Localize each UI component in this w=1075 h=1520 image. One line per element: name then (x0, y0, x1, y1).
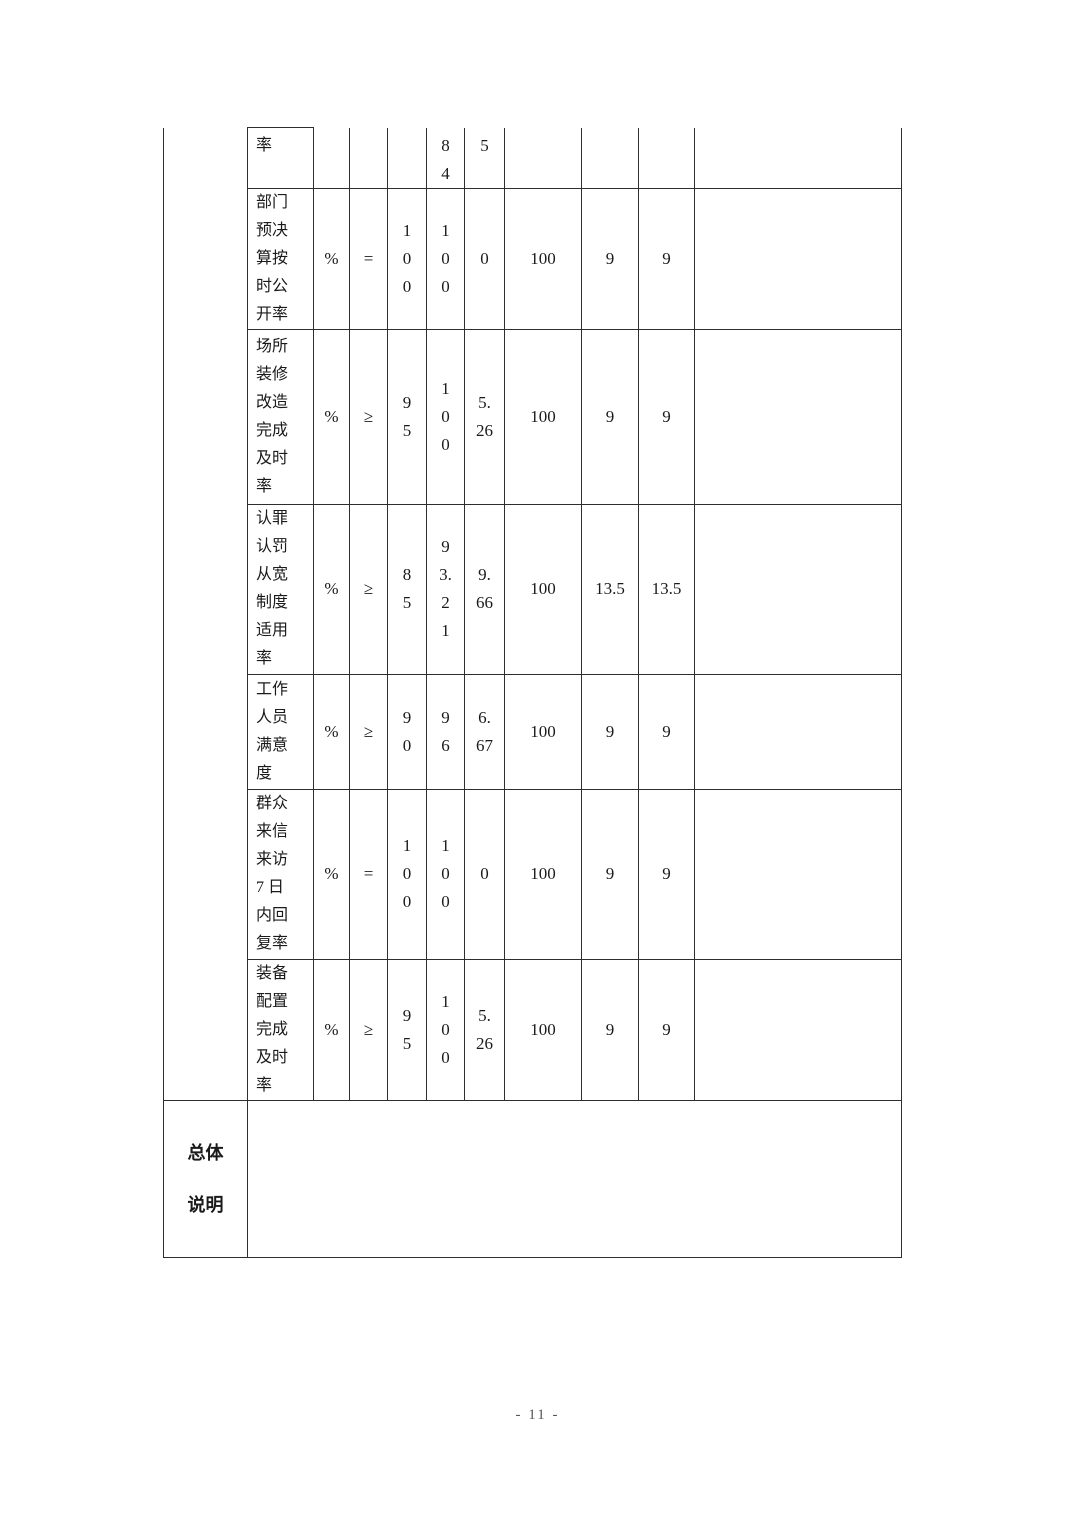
target-value-cell (387, 127, 427, 189)
comparator-cell (349, 127, 388, 189)
indicator-name-cell: 部门 预决 算按 时公 开率 (247, 187, 314, 330)
score-base-cell: 100 (504, 187, 582, 330)
table-row: 率 8 4 5 (163, 127, 902, 1101)
remark-cell (694, 788, 902, 960)
target-value-cell: 9 5 (387, 328, 427, 505)
actual-value-cell: 1 0 0 (426, 328, 465, 505)
table-row: 场所 装修 改造 完成 及时 率 % ≥ 9 5 1 0 0 5. 26 100… (164, 328, 902, 505)
remark-cell (694, 187, 902, 330)
score-cell: 9 (638, 673, 695, 790)
weight-cell: 9 (581, 788, 639, 960)
indicator-name-cell: 工作 人员 满意 度 (247, 673, 314, 790)
score-cell (638, 127, 695, 189)
weight-cell (581, 127, 639, 189)
score-cell: 9 (638, 788, 695, 960)
unit-cell: % (313, 788, 350, 960)
table-row: 装备 配置 完成 及时 率 % ≥ 9 5 1 0 0 5. 26 100 9 … (164, 958, 902, 1101)
deviation-cell: 6. 67 (464, 673, 505, 790)
table-row: 总体 说明 (163, 1099, 902, 1258)
score-base-cell (504, 127, 582, 189)
score-cell: 9 (638, 958, 695, 1101)
indicator-name-cell: 认罪 认罚 从宽 制度 适用 率 (247, 503, 314, 675)
comparator-cell: ≥ (349, 673, 388, 790)
unit-cell (313, 127, 350, 189)
score-base-cell: 100 (504, 958, 582, 1101)
remark-cell (694, 673, 902, 790)
indicator-name-cell: 率 (247, 127, 314, 189)
unit-cell: % (313, 328, 350, 505)
score-cell: 13.5 (638, 503, 695, 675)
deviation-cell: 0 (464, 187, 505, 330)
deviation-cell: 5 (464, 127, 505, 189)
deviation-cell: 5. 26 (464, 958, 505, 1101)
category-merged-cell (163, 127, 248, 1101)
remark-cell (694, 503, 902, 675)
table-row: 群众 来信 来访 7 日 内回 复率 % = 1 0 0 1 0 0 0 100… (164, 788, 902, 960)
score-base-cell: 100 (504, 673, 582, 790)
summary-label-cell: 总体 说明 (163, 1099, 248, 1258)
score-base-cell: 100 (504, 503, 582, 675)
remark-cell (694, 958, 902, 1101)
comparator-cell: = (349, 788, 388, 960)
unit-cell: % (313, 503, 350, 675)
indicator-name-cell: 装备 配置 完成 及时 率 (247, 958, 314, 1101)
score-base-cell: 100 (504, 328, 582, 505)
indicator-name-cell: 场所 装修 改造 完成 及时 率 (247, 328, 314, 505)
score-cell: 9 (638, 328, 695, 505)
performance-indicator-table: 率 8 4 5 部门 预决 算按 时公 开率 % = 1 0 0 1 0 0 0… (163, 127, 902, 1258)
actual-value-cell: 1 0 0 (426, 958, 465, 1101)
table-row: 认罪 认罚 从宽 制度 适用 率 % ≥ 8 5 9 3. 2 1 9. 66 … (164, 503, 902, 675)
target-value-cell: 9 5 (387, 958, 427, 1101)
actual-value-cell: 9 6 (426, 673, 465, 790)
indicator-name-cell: 群众 来信 来访 7 日 内回 复率 (247, 788, 314, 960)
actual-value-cell: 8 4 (426, 127, 465, 189)
weight-cell: 9 (581, 187, 639, 330)
weight-cell: 9 (581, 328, 639, 505)
weight-cell: 9 (581, 673, 639, 790)
actual-value-cell: 1 0 0 (426, 788, 465, 960)
comparator-cell: = (349, 187, 388, 330)
score-base-cell: 100 (504, 788, 582, 960)
summary-content-cell (247, 1099, 902, 1258)
deviation-cell: 0 (464, 788, 505, 960)
weight-cell: 9 (581, 958, 639, 1101)
actual-value-cell: 9 3. 2 1 (426, 503, 465, 675)
actual-value-cell: 1 0 0 (426, 187, 465, 330)
page-number: - 11 - (515, 1407, 560, 1423)
remark-cell (694, 127, 902, 189)
comparator-cell: ≥ (349, 503, 388, 675)
score-cell: 9 (638, 187, 695, 330)
unit-cell: % (313, 958, 350, 1101)
unit-cell: % (313, 673, 350, 790)
target-value-cell: 8 5 (387, 503, 427, 675)
deviation-cell: 5. 26 (464, 328, 505, 505)
table-row: 工作 人员 满意 度 % ≥ 9 0 9 6 6. 67 100 9 9 (164, 673, 902, 790)
deviation-cell: 9. 66 (464, 503, 505, 675)
weight-cell: 13.5 (581, 503, 639, 675)
comparator-cell: ≥ (349, 328, 388, 505)
table-row: 部门 预决 算按 时公 开率 % = 1 0 0 1 0 0 0 100 9 9 (164, 187, 902, 330)
comparator-cell: ≥ (349, 958, 388, 1101)
target-value-cell: 1 0 0 (387, 187, 427, 330)
target-value-cell: 9 0 (387, 673, 427, 790)
unit-cell: % (313, 187, 350, 330)
remark-cell (694, 328, 902, 505)
target-value-cell: 1 0 0 (387, 788, 427, 960)
